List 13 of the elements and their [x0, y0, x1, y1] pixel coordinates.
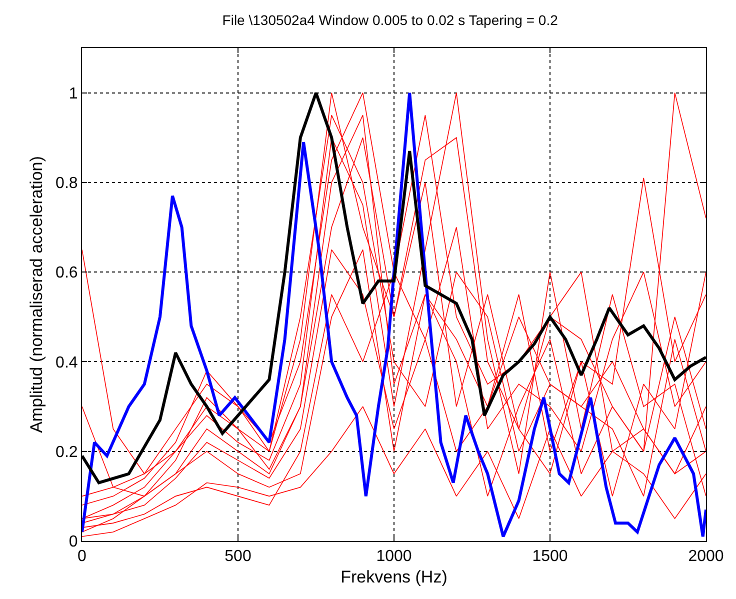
x-tick-label: 1000	[376, 548, 412, 566]
x-tick-label: 500	[224, 548, 252, 566]
y-tick-label: 0.6	[56, 264, 78, 282]
y-tick-label: 1	[68, 85, 78, 102]
y-tick-label: 0.2	[56, 444, 78, 461]
x-tick-label: 1500	[532, 548, 568, 566]
y-tick-label: 0	[68, 534, 78, 551]
x-axis-title: Frekvens (Hz)	[340, 568, 448, 587]
x-tick-label: 2000	[688, 548, 724, 566]
y-axis-title: Amplitud (normaliserad acceleration)	[27, 156, 46, 433]
y-tick-label: 0.8	[56, 175, 78, 192]
y-tick-label: 0.4	[56, 354, 78, 372]
chart-title: File \130502a4 Window 0.005 to 0.02 s Tapering = 0.2	[222, 12, 558, 28]
